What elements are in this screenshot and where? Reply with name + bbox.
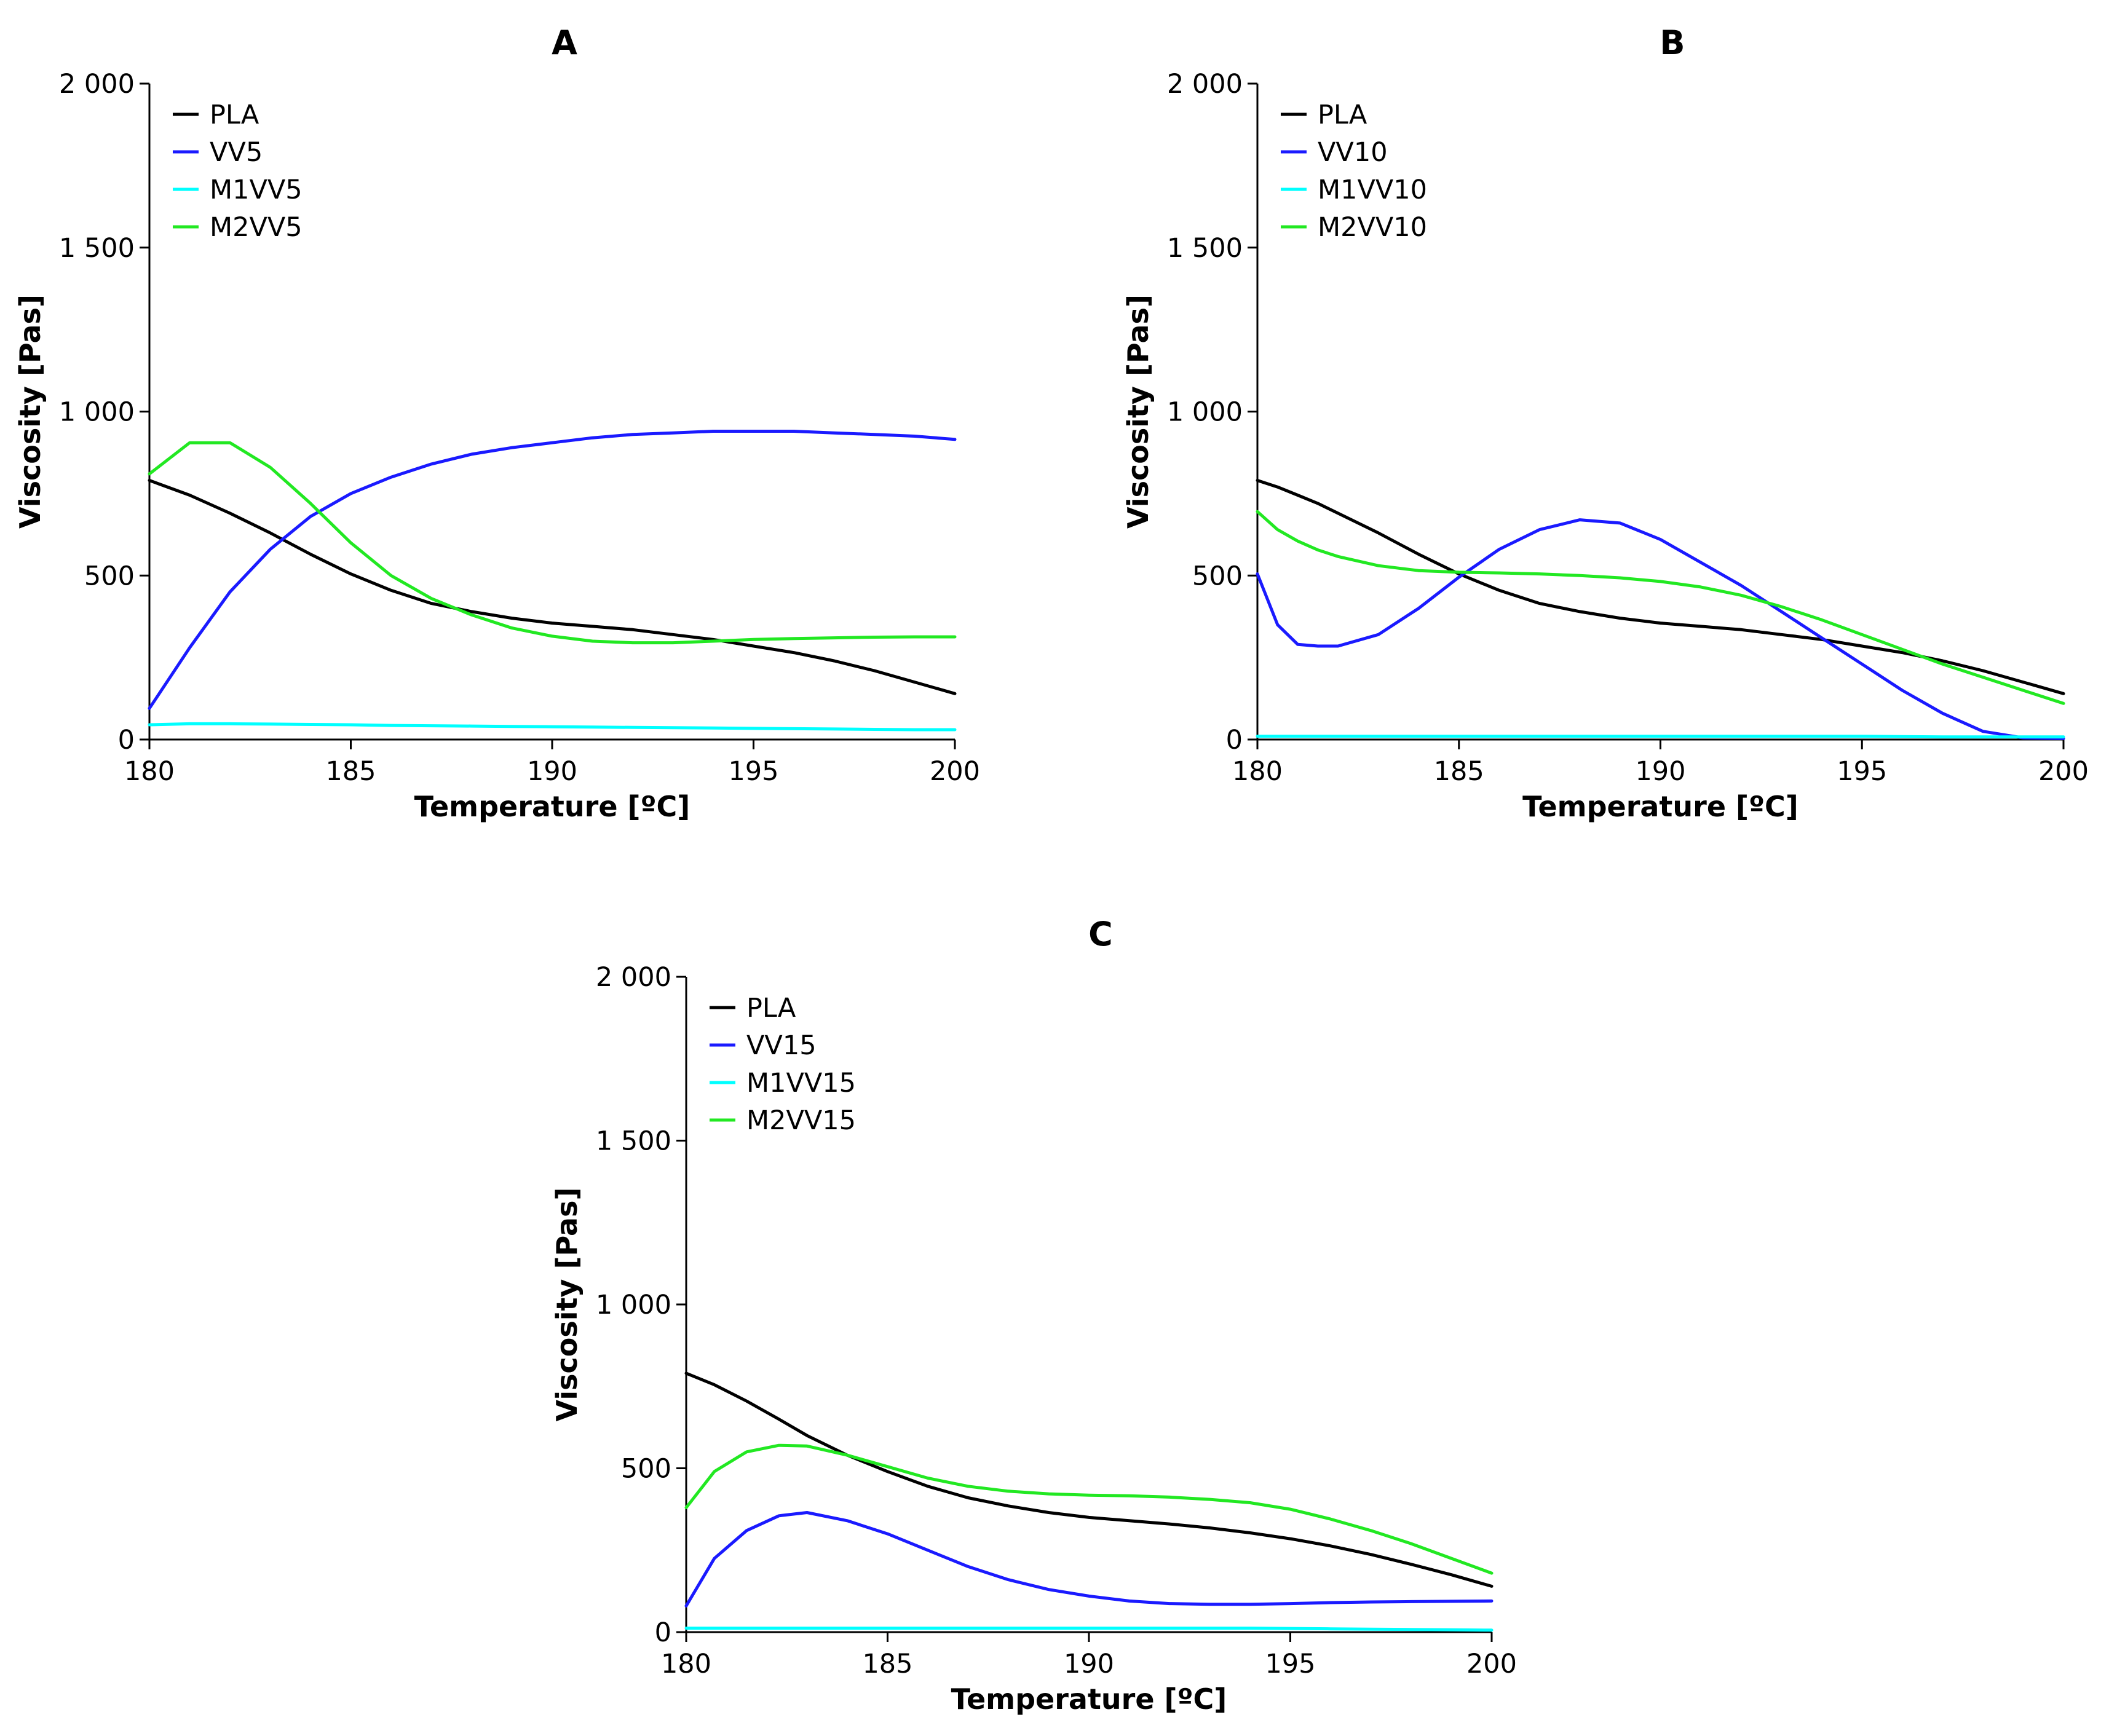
chart-panel-c: C 0 500 1 000 1 500 2 000 180 185 190 195 200 Tempe… — [550, 915, 1517, 1716]
legend-label: M1VV15 — [746, 1068, 856, 1099]
y-axis-label: Viscosity [Pas] — [550, 1188, 584, 1422]
legend-label: VV5 — [210, 137, 263, 168]
y-tick-label: 0 — [655, 1617, 671, 1648]
x-tick-label: 185 — [1434, 756, 1484, 787]
x-tick-label: 190 — [1064, 1649, 1114, 1679]
chart-panel-a: A 0 500 1 000 1 500 2 000 180 185 190 195 200 Tempe… — [14, 23, 980, 823]
y-tick-label: 500 — [84, 561, 135, 591]
legend-label: VV15 — [746, 1030, 817, 1061]
chart-title: A — [552, 23, 577, 62]
x-tick-label: 200 — [930, 756, 980, 787]
series-line-m1vv5 — [148, 722, 957, 732]
y-tick-label: 1 000 — [59, 397, 135, 428]
y-tick-label: 0 — [1226, 725, 1243, 756]
y-tick-label: 500 — [1192, 561, 1243, 591]
y-tick-label: 1 500 — [59, 233, 135, 264]
series-line-vv10 — [1256, 518, 2065, 740]
series-line-m2vv10 — [1256, 510, 2065, 705]
legend-label: PLA — [1318, 100, 1367, 130]
y-tick-label: 1 000 — [596, 1290, 671, 1320]
series-line-m1vv15 — [684, 1627, 1494, 1632]
y-axis-label: Viscosity [Pas] — [14, 294, 47, 529]
legend-label: M2VV5 — [210, 212, 303, 243]
x-tick-label: 180 — [1232, 756, 1283, 787]
series-line-pla — [1256, 479, 2065, 695]
x-axis-label: Temperature [ºC] — [414, 790, 690, 823]
y-tick-label: 0 — [118, 725, 135, 756]
legend-label: M1VV5 — [210, 175, 303, 205]
series-line-pla — [684, 1371, 1494, 1588]
legend-label: PLA — [746, 993, 796, 1024]
y-tick-label: 1 000 — [1167, 397, 1243, 428]
series-line-pla — [148, 479, 957, 695]
legend-label: PLA — [210, 100, 259, 130]
y-axis-label: Viscosity [Pas] — [1122, 294, 1155, 529]
y-tick-label: 2 000 — [59, 69, 135, 100]
chart-title: C — [1088, 915, 1113, 953]
legend-label: VV10 — [1318, 137, 1388, 168]
x-tick-label: 190 — [527, 756, 577, 787]
x-tick-label: 195 — [1265, 1649, 1315, 1679]
series-line-m1vv10 — [1256, 735, 2065, 739]
x-tick-label: 200 — [2038, 756, 2089, 787]
x-axis-label: Temperature [ºC] — [1522, 790, 1798, 823]
legend-label: M2VV10 — [1318, 212, 1427, 243]
y-tick-label: 500 — [621, 1454, 671, 1485]
x-tick-label: 180 — [661, 1649, 711, 1679]
x-axis-label: Temperature [ºC] — [951, 1683, 1227, 1716]
x-tick-label: 195 — [1837, 756, 1887, 787]
x-tick-label: 200 — [1466, 1649, 1517, 1679]
series-line-m2vv5 — [148, 441, 957, 645]
x-tick-label: 180 — [124, 756, 175, 787]
y-tick-label: 2 000 — [1167, 69, 1243, 100]
legend-label: M1VV10 — [1318, 175, 1427, 205]
x-tick-label: 195 — [728, 756, 778, 787]
x-tick-label: 185 — [325, 756, 376, 787]
series-line-vv5 — [148, 430, 957, 710]
legend-label: M2VV15 — [746, 1105, 856, 1136]
x-tick-label: 185 — [862, 1649, 912, 1679]
x-tick-label: 190 — [1635, 756, 1685, 787]
y-tick-label: 2 000 — [596, 962, 671, 993]
series-line-m2vv15 — [684, 1443, 1494, 1575]
y-tick-label: 1 500 — [1167, 233, 1243, 264]
series-line-vv15 — [684, 1511, 1494, 1608]
chart-panel-b: B 0 500 1 000 1 500 2 000 180 185 190 195 200 Tempe… — [1122, 23, 2089, 823]
y-tick-label: 1 500 — [596, 1126, 671, 1157]
chart-title: B — [1660, 23, 1685, 62]
